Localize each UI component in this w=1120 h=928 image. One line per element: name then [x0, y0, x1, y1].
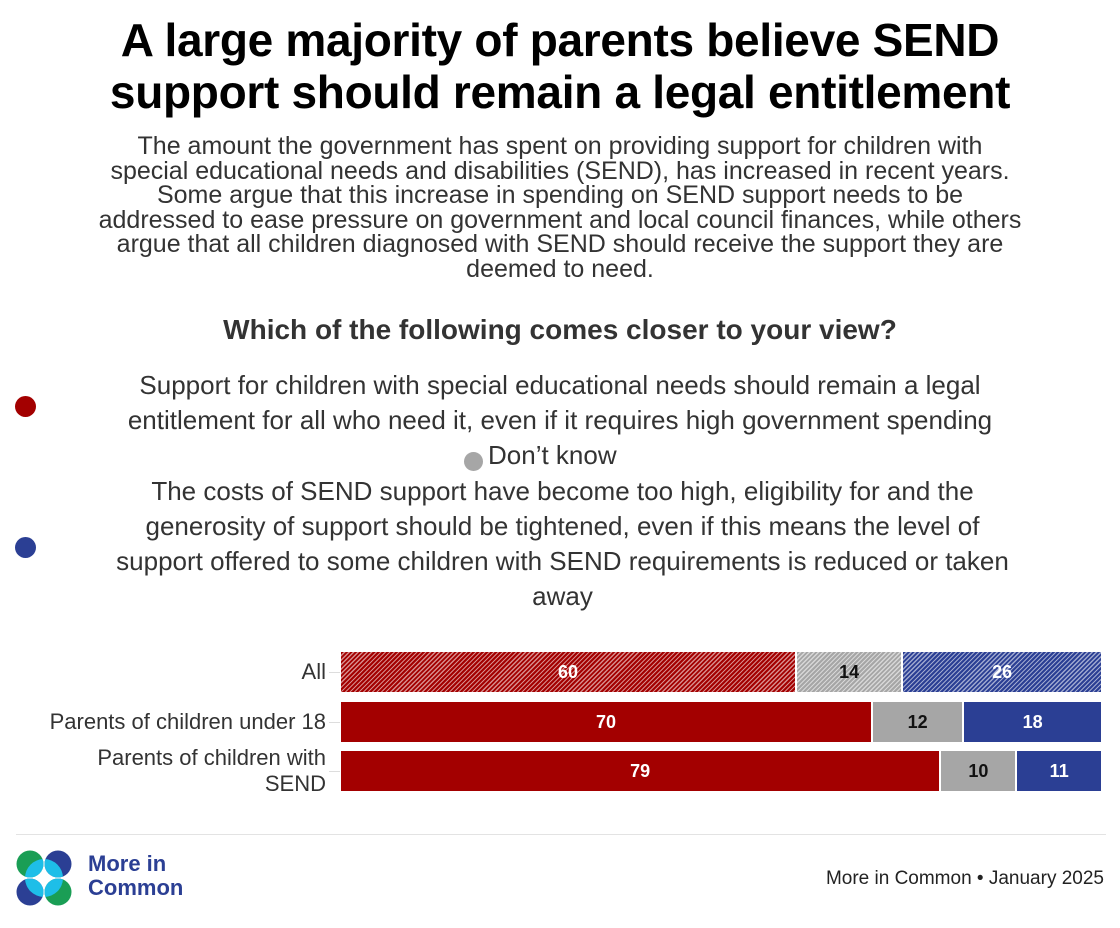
logo-text-line: More in	[88, 851, 167, 876]
row-label: Parents of children under 18	[50, 709, 326, 735]
bar-value-label: 11	[1049, 760, 1069, 781]
legend-item-entitlement: Support for children with special educat…	[40, 368, 1080, 438]
subtitle-line: argue that all children diagnosed with S…	[116, 230, 1004, 258]
bar-segment: 14	[797, 652, 902, 692]
bar-value-label: 14	[839, 661, 860, 682]
axis-tick	[329, 722, 340, 723]
row-label: All	[302, 659, 326, 685]
bar-value-label: 26	[992, 661, 1013, 682]
row-label-line: Parents of children under 18	[49, 709, 326, 734]
bar-value-label: 60	[557, 661, 579, 682]
title-line: support should remain a legal entitlemen…	[109, 66, 1011, 118]
bar-segment: 79	[341, 751, 940, 791]
legend-line: away	[532, 581, 593, 611]
bar-segment: 26	[903, 652, 1101, 692]
bar-segment: 11	[1017, 751, 1101, 791]
legend-dot-entitlement-icon	[15, 396, 36, 417]
legend-line: Don’t know	[488, 440, 617, 470]
legend-dot-dont-know-icon	[464, 452, 483, 471]
chart-subtitle: The amount the government has spent on p…	[10, 134, 1110, 281]
logo-text-line: Common	[88, 875, 184, 900]
bar-segment: 12	[873, 702, 963, 742]
bar-value-label: 10	[968, 760, 989, 781]
bar-value-label: 12	[907, 711, 928, 732]
subtitle-line: deemed to need.	[466, 254, 654, 283]
legend-line: Support for children with special educat…	[139, 370, 981, 400]
legend-item-dont-know: Don’t know	[488, 438, 688, 473]
row-label-line: Parents of children with	[97, 745, 326, 770]
title-line: A large majority of parents believe SEND	[120, 14, 1000, 66]
subtitle-line: Some argue that this increase in spendin…	[156, 181, 964, 209]
legend-line: support offered to some children with SE…	[116, 546, 1009, 576]
footer-divider	[16, 834, 1106, 835]
legend-line: The costs of SEND support have become to…	[151, 476, 974, 506]
bar-segment: 70	[341, 702, 871, 742]
legend-dot-tightened-icon	[15, 537, 36, 558]
legend-line: generosity of support should be tightene…	[145, 511, 980, 541]
subtitle-line: The amount the government has spent on p…	[137, 132, 983, 160]
row-label-line: SEND	[264, 771, 326, 796]
source-note: More in Common • January 2025	[825, 868, 1104, 889]
legend-item-tightened: The costs of SEND support have become to…	[40, 474, 1085, 614]
subtitle-line: special educational needs and disabiliti…	[110, 156, 1010, 185]
stacked-bar-chart: All 60 14 26 Parents of children under 18 70 1…	[0, 640, 1120, 810]
axis-tick	[329, 672, 340, 673]
bar-segment: 10	[941, 751, 1016, 791]
chart-title: A large majority of parents believe SEND…	[0, 14, 1120, 118]
bar-value-label: 79	[630, 760, 651, 781]
legend-line: entitlement for all who need it, even if…	[127, 405, 993, 435]
more-in-common-logo-icon	[16, 850, 72, 906]
survey-question: Which of the following comes closer to y…	[223, 314, 897, 345]
row-label-line: All	[301, 659, 326, 684]
bar-value-label: 18	[1022, 711, 1043, 732]
bar-segment: 60	[341, 652, 795, 692]
logo-text: More in Common	[88, 852, 183, 900]
row-label: Parents of children with SEND	[97, 745, 326, 797]
bar-value-label: 70	[595, 711, 617, 732]
bar-segment: 18	[964, 702, 1101, 742]
subtitle-line: addressed to ease pressure on government…	[98, 205, 1022, 234]
axis-tick	[329, 771, 340, 772]
